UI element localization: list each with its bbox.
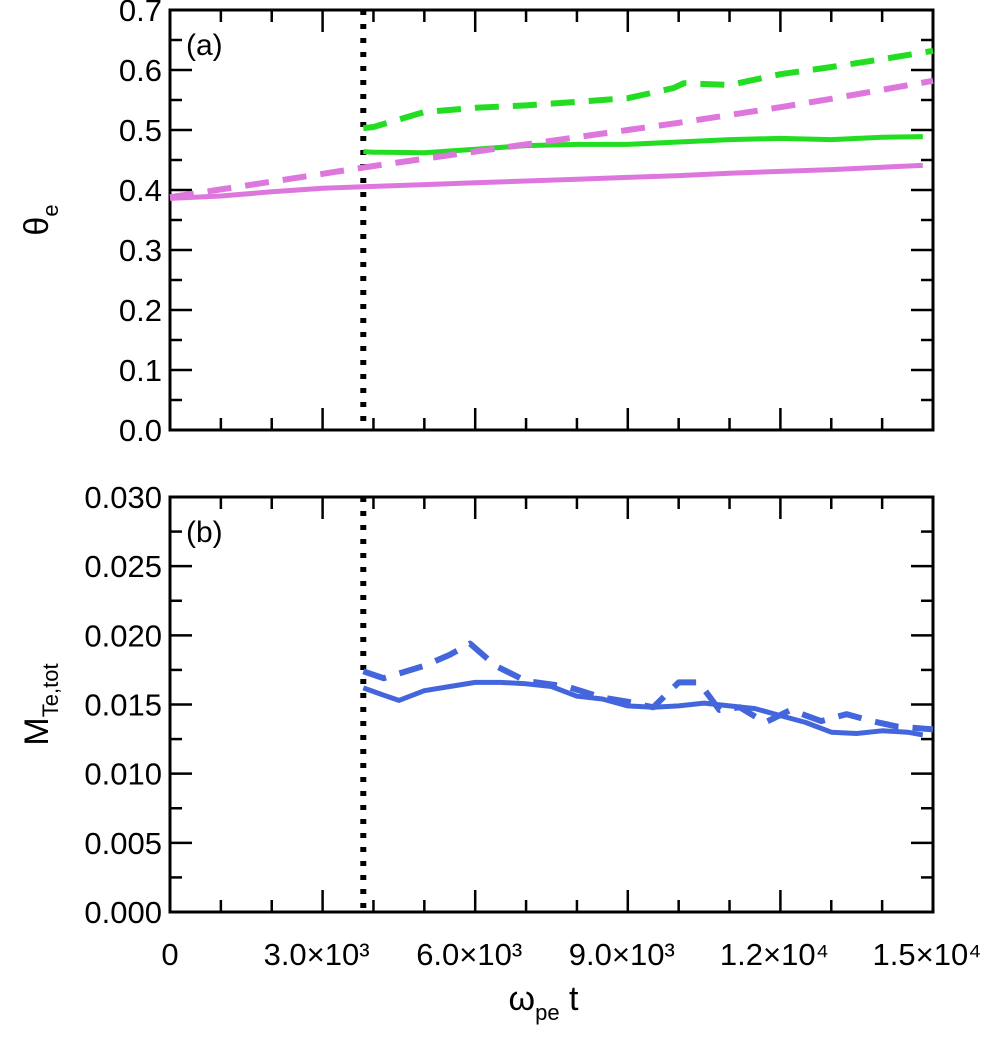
panel-a-y-tick-label: 0.6 [119,53,162,88]
panel-a-series-green-solid [363,134,923,156]
panel-b-x-tick-label: 3.0×10³ [264,937,370,972]
panel-a-y-tick-label: 0.3 [119,233,162,268]
panel-b-plot-frame [168,495,935,914]
panel-a: 0.0 0.1 0.2 0.3 0.4 0.5 0.6 0.7 (a) θe [18,0,935,448]
panel-a-series-green-dashed [362,47,934,132]
panel-b-y-tick-label: 0.010 [84,757,162,792]
panel-a-y-axis-title: θe [18,204,63,235]
panel-b-y-tick-label: 0.020 [84,618,162,653]
panel-a-y-tick-label: 0.7 [119,0,162,28]
x-axis-subscript: pe [535,1000,559,1025]
panel-a-y-tick-label: 0.5 [119,113,162,148]
panel-b: 0.000 0.005 0.010 0.015 0.020 0.025 0.030 0 3.0×… [18,480,982,1025]
panel-a-y-tick-label: 0.1 [119,353,162,388]
panel-a-panel-label: (a) [186,29,223,62]
panel-b-x-tick-label: 1.2×10⁴ [720,937,829,972]
panel-b-x-axis-title: ωpe t [509,980,579,1025]
panel-b-y-axis-subscript: Te,tot [38,663,63,717]
panel-b-x-tick-label: 6.0×10³ [416,937,522,972]
panel-b-x-tick-label: 0 [161,937,178,972]
panel-b-panel-label: (b) [186,516,223,549]
panel-b-y-tick-label: 0.000 [84,895,162,930]
panel-b-y-tick-label: 0.030 [84,480,162,515]
panel-a-y-axis-subscript: e [38,204,63,216]
panel-a-y-tick-label: 0.4 [119,173,162,208]
x-axis-symbol: ω [509,980,536,1018]
panel-b-y-tick-label: 0.025 [84,549,162,584]
panel-a-plot-frame [168,8,935,432]
panel-b-y-axis-title: MTe,tot [18,663,63,745]
panel-b-y-tick-label: 0.015 [84,688,162,723]
panel-a-y-axis-symbol: θ [18,217,56,236]
panel-b-x-tick-label: 9.0×10³ [569,937,675,972]
panel-a-y-tick-label: 0.2 [119,293,162,328]
panel-a-y-tick-label: 0.0 [119,413,162,448]
panel-b-y-tick-label: 0.005 [84,826,162,861]
panel-a-series-magenta-dashed [169,77,934,201]
panel-b-x-tick-label: 1.5×10⁴ [873,937,982,972]
panel-a-series-magenta-solid [169,162,923,201]
x-axis-suffix: t [560,980,579,1018]
panel-b-y-axis-symbol: M [18,717,56,745]
panel-b-series-blue-solid [362,679,924,738]
